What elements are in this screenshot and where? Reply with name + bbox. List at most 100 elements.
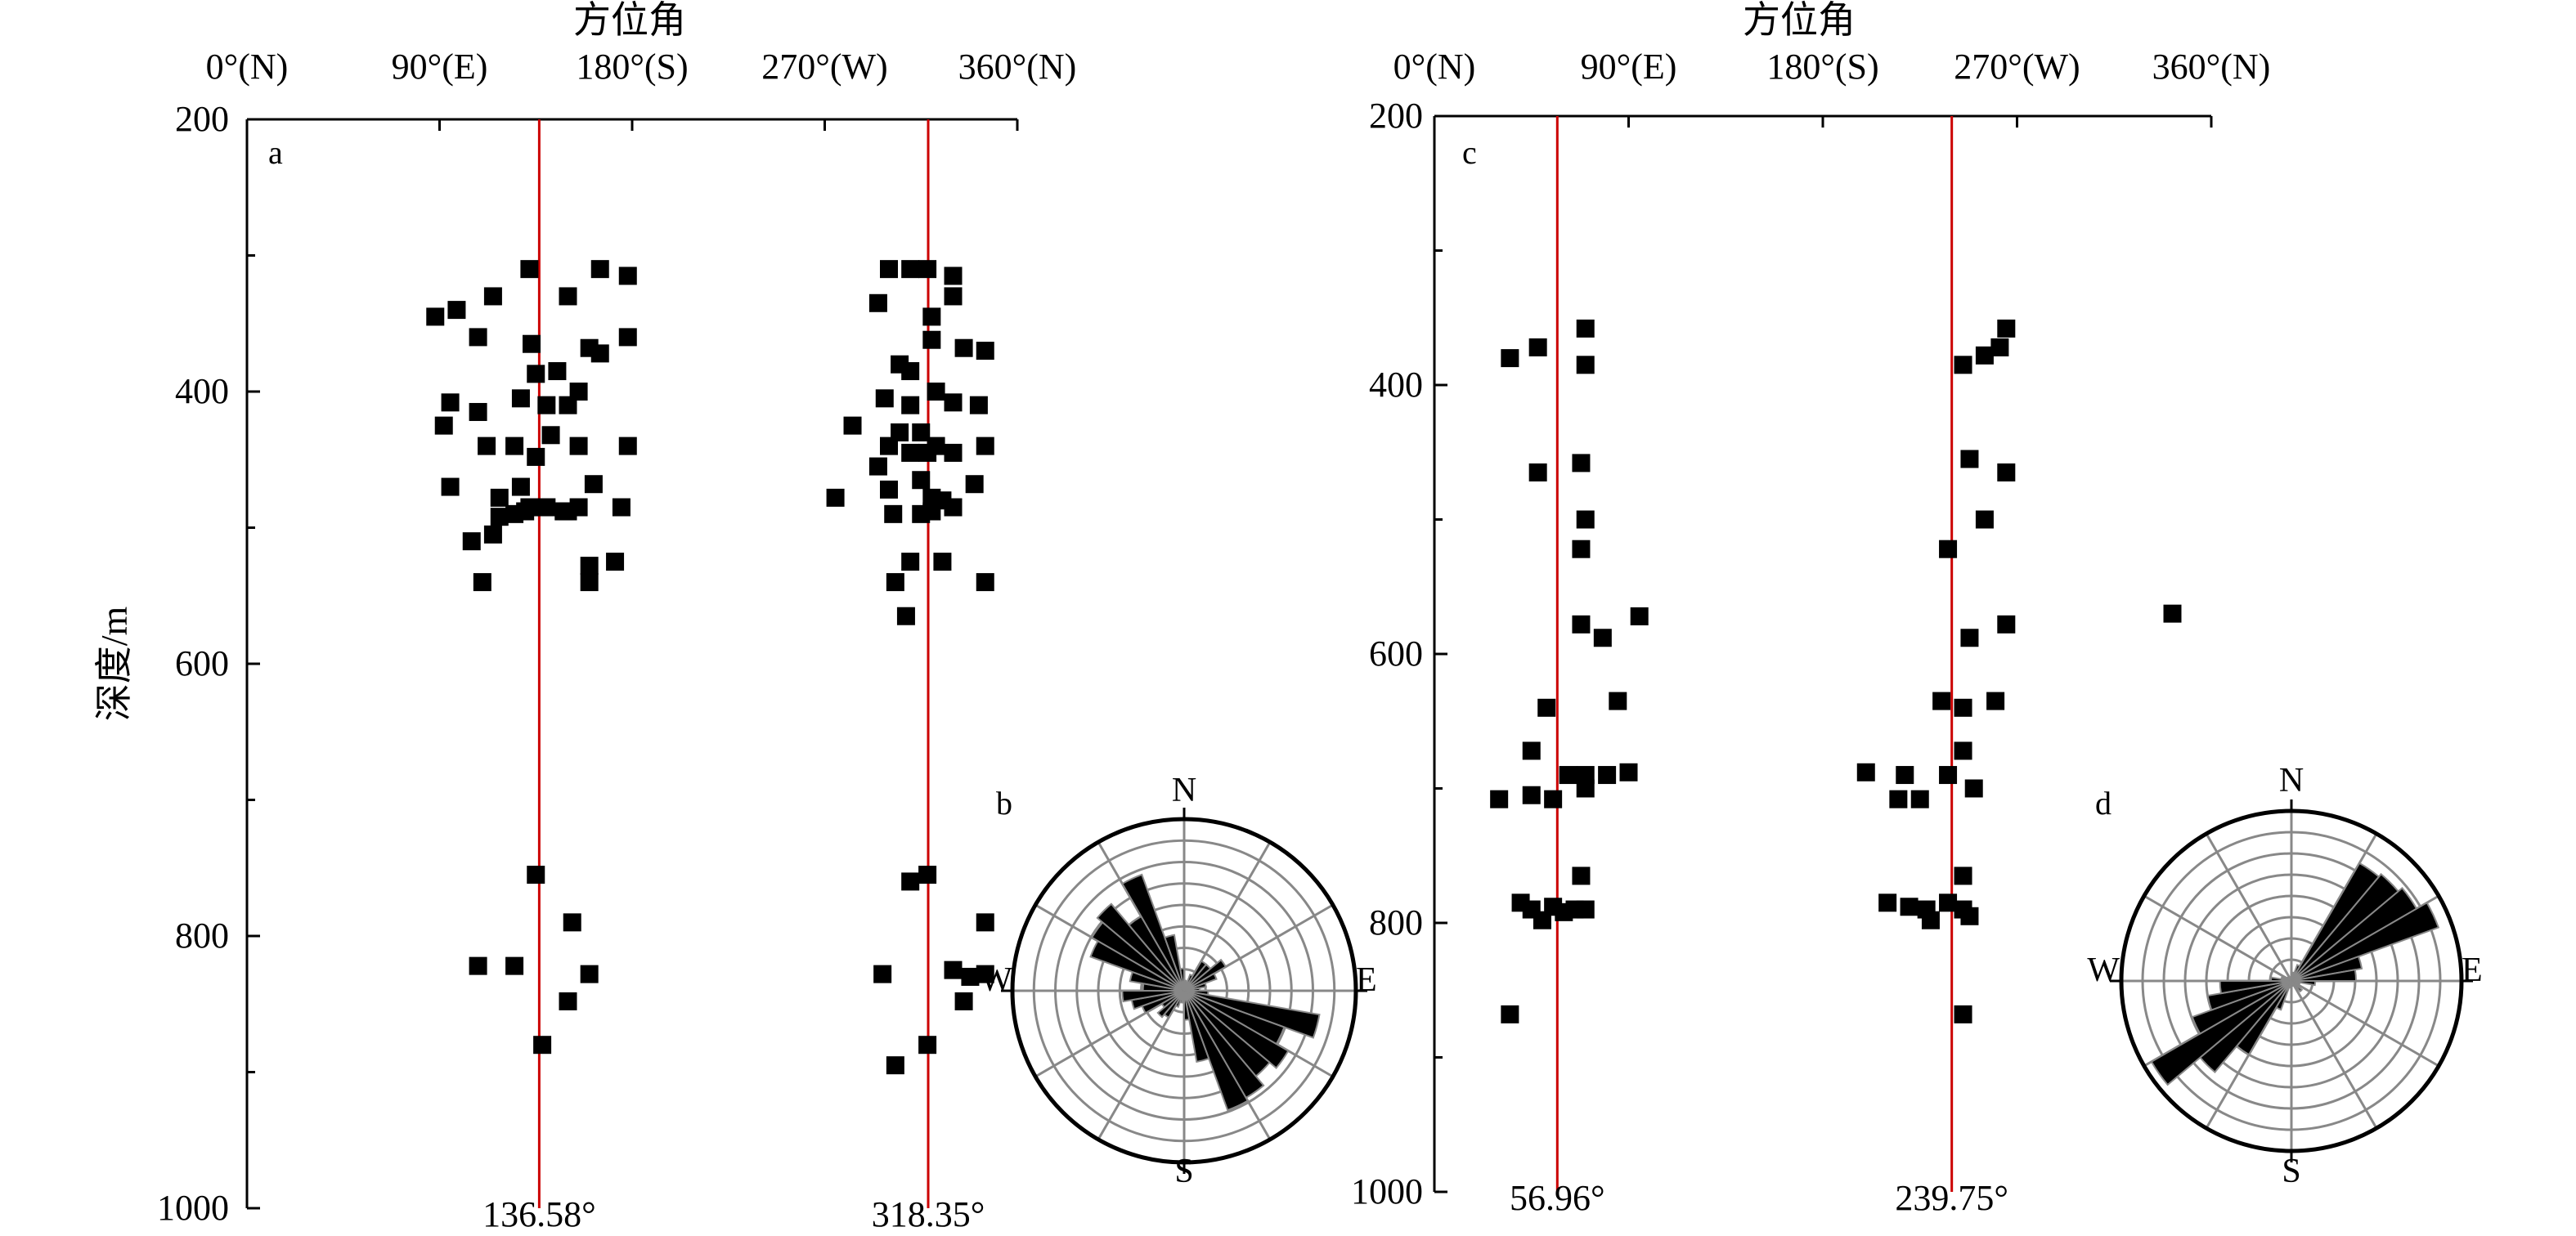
data-point (944, 961, 963, 979)
data-point (511, 389, 530, 408)
data-point (1522, 786, 1541, 804)
y-ticks-a: 200 400 600 800 1000 (157, 99, 260, 1228)
data-point (918, 1036, 937, 1055)
rose-d-label-N: N (2279, 762, 2304, 799)
data-point (922, 307, 941, 326)
data-point (584, 475, 603, 494)
y-tick-label: 200 (1369, 96, 1423, 136)
data-point (918, 260, 937, 279)
data-point (527, 866, 545, 884)
rose-spoke (2143, 894, 2292, 983)
data-point (447, 301, 466, 320)
mean-orientation-label: 239.75° (1895, 1178, 2008, 1218)
data-point (541, 426, 560, 445)
data-point (1960, 907, 1979, 925)
data-point (1960, 629, 1979, 647)
data-point (537, 498, 556, 517)
data-point (1997, 463, 2016, 481)
data-point (580, 557, 599, 575)
mean-orientation-label: 56.96° (1510, 1178, 1605, 1218)
data-point (520, 260, 539, 279)
data-point (1954, 698, 1972, 717)
data-point (1960, 450, 1979, 468)
data-point (1896, 766, 1914, 785)
rose-b-body (1001, 808, 1367, 1174)
rose-bin (1179, 967, 1185, 992)
x-axis-title-c: 方位角 (1743, 0, 1856, 41)
rose-spoke (2205, 833, 2293, 982)
data-point (1576, 319, 1595, 338)
data-point (944, 393, 963, 412)
data-point (473, 573, 491, 592)
rose-bin (1183, 972, 1218, 992)
rose-bin (1183, 990, 1210, 1064)
data-point (944, 287, 963, 306)
data-point (1572, 615, 1591, 634)
data-point (1910, 790, 1929, 808)
rose-spoke (2291, 979, 2439, 1068)
data-point (901, 553, 920, 571)
data-point (559, 287, 577, 306)
x-tick-label: 360°(N) (2152, 47, 2271, 87)
rose-spoke (2290, 980, 2378, 1129)
data-point (462, 532, 481, 551)
data-point (976, 342, 994, 360)
x-tick-label: 270°(W) (761, 47, 887, 87)
data-point (505, 437, 524, 455)
data-point (922, 502, 941, 521)
panel-label-a: a (268, 134, 283, 171)
data-point (516, 502, 535, 521)
data-point (1932, 692, 1951, 710)
data-point (1954, 741, 1972, 760)
data-point (868, 457, 887, 476)
data-point (441, 477, 460, 496)
data-point (1490, 790, 1509, 808)
rose-bin (2150, 980, 2292, 1086)
data-point (1593, 629, 1612, 647)
panel-label-d: d (2095, 785, 2112, 822)
data-point (569, 383, 588, 401)
rose-bin (2291, 901, 2440, 982)
data-point (901, 362, 920, 381)
data-point (927, 383, 945, 401)
y-tick-label: 600 (175, 643, 229, 683)
data-point (441, 393, 460, 412)
data-point (1939, 766, 1958, 785)
rose-d-label-W: W (2087, 952, 2120, 989)
data-point (1954, 867, 1972, 885)
data-point (618, 328, 637, 347)
mean-lines-c: 56.96° 239.75° (1510, 116, 2008, 1218)
data-point (569, 437, 588, 455)
rose-bin (2206, 980, 2292, 1011)
data-point (875, 389, 894, 408)
data-point (1522, 741, 1541, 760)
data-point (901, 872, 920, 891)
data-point (1598, 766, 1617, 785)
panel-label-b: b (996, 785, 1012, 822)
data-point (901, 260, 920, 279)
data-point (969, 396, 988, 414)
y-tick-label: 400 (175, 371, 229, 411)
data-point (618, 266, 637, 285)
data-point (1975, 510, 1994, 529)
data-point (1528, 463, 1547, 481)
data-point (1954, 1005, 1972, 1023)
data-point (548, 362, 567, 381)
data-point (886, 573, 904, 592)
x-tick-label: 270°(W) (1954, 47, 2080, 87)
data-point (1576, 510, 1595, 529)
data-point (426, 307, 445, 326)
data-point (1986, 692, 2005, 710)
y-axis-title-a: 深度/m (93, 607, 135, 722)
data-point (469, 328, 487, 347)
data-point (537, 396, 556, 414)
data-point (2163, 604, 2182, 623)
rose-bin (2287, 977, 2292, 982)
x-tick-label: 90°(E) (392, 47, 488, 87)
data-point (922, 330, 941, 349)
y-tick-label: 200 (175, 99, 229, 139)
data-point (1501, 349, 1519, 368)
y-tick-label: 1000 (157, 1188, 229, 1228)
data-point (944, 498, 963, 517)
